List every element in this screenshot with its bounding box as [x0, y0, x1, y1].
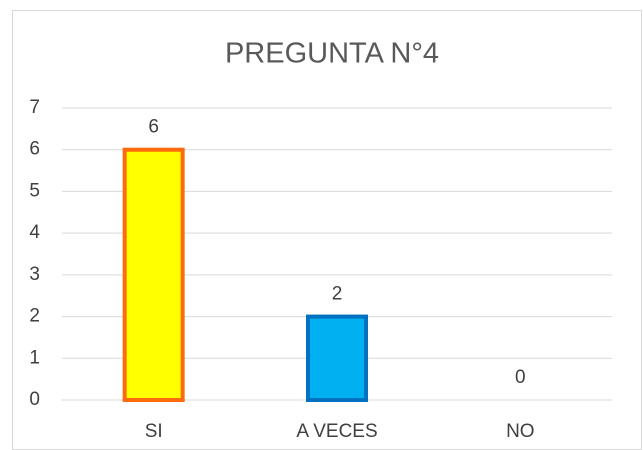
y-tick-label: 3: [29, 264, 40, 285]
data-label: 0: [515, 367, 526, 388]
chart-title: PREGUNTA N°4: [225, 38, 439, 70]
y-tick-label: 4: [29, 222, 40, 243]
data-label: 2: [332, 284, 343, 305]
y-tick-label: 6: [29, 139, 40, 160]
bar: [122, 147, 185, 402]
data-label: 6: [148, 117, 159, 138]
y-tick-label: 7: [29, 97, 40, 118]
y-tick-label: 0: [29, 389, 40, 410]
y-tick-label: 1: [29, 347, 40, 368]
x-tick-label: NO: [506, 421, 535, 442]
x-tick-label: SI: [145, 421, 163, 442]
y-tick-label: 2: [29, 306, 40, 327]
bar: [306, 314, 368, 403]
y-tick-label: 5: [29, 180, 40, 201]
x-tick-label: A VECES: [296, 421, 377, 442]
